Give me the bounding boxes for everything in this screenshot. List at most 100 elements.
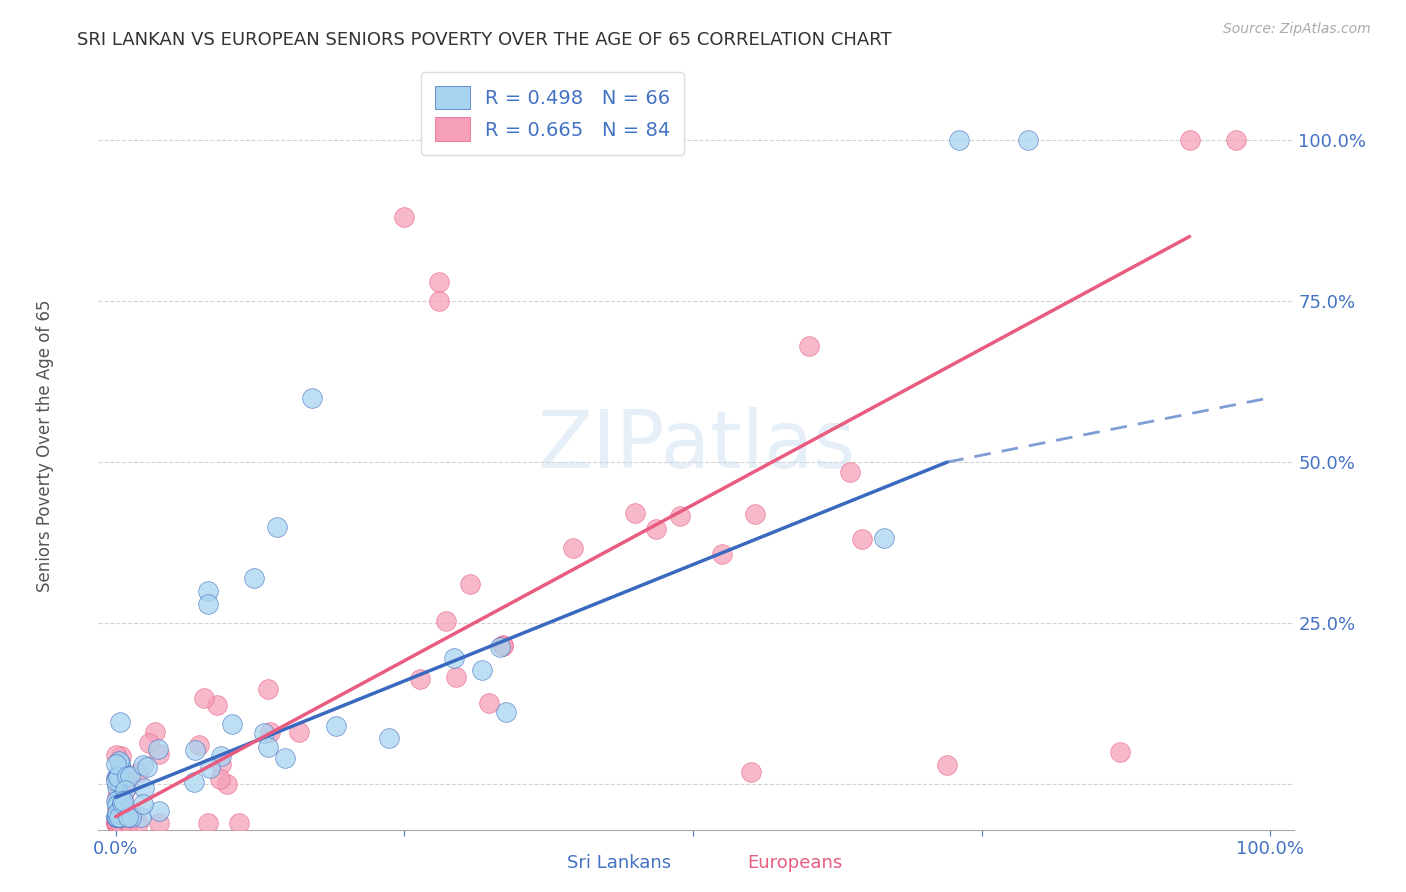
Point — [132, 758, 155, 772]
Text: Europeans: Europeans — [747, 855, 842, 872]
Point — [128, 764, 150, 779]
Point — [110, 810, 132, 824]
Point — [114, 783, 136, 797]
Point — [198, 761, 221, 775]
Point — [108, 810, 131, 824]
Point — [107, 768, 129, 782]
Point — [1017, 133, 1039, 147]
Point — [325, 719, 347, 733]
Point — [209, 757, 232, 772]
Point — [105, 805, 128, 820]
Point — [624, 506, 647, 520]
Point — [107, 785, 129, 799]
Point — [257, 740, 280, 755]
Point — [562, 541, 585, 555]
Point — [492, 638, 515, 652]
Point — [108, 805, 131, 820]
Point — [105, 801, 128, 815]
Point — [434, 614, 457, 628]
Point — [104, 810, 127, 824]
Point — [948, 133, 970, 147]
Point — [197, 584, 219, 599]
Point — [197, 597, 219, 611]
Point — [108, 799, 131, 814]
Point — [120, 810, 142, 824]
Point — [108, 714, 131, 729]
Point — [105, 816, 128, 830]
Point — [110, 748, 132, 763]
Point — [105, 816, 128, 830]
Point — [215, 777, 238, 791]
Point — [108, 792, 131, 806]
Point — [108, 816, 131, 830]
Point — [118, 808, 141, 822]
Point — [112, 789, 135, 804]
Point — [110, 816, 132, 830]
Point — [107, 770, 129, 784]
Point — [209, 748, 232, 763]
Point — [489, 640, 512, 655]
Point — [228, 816, 250, 830]
Point — [112, 794, 135, 808]
Text: ZIPatlas: ZIPatlas — [537, 407, 855, 485]
Point — [127, 816, 149, 830]
Point — [110, 805, 132, 819]
Legend: R = 0.498   N = 66, R = 0.665   N = 84: R = 0.498 N = 66, R = 0.665 N = 84 — [420, 72, 685, 154]
Point — [117, 769, 139, 783]
Point — [108, 816, 131, 830]
Point — [872, 531, 894, 545]
Point — [107, 802, 129, 816]
Point — [645, 523, 668, 537]
Point — [266, 519, 288, 533]
Point — [105, 794, 128, 808]
Point — [839, 465, 862, 479]
Point — [105, 770, 128, 784]
Point — [471, 663, 494, 677]
Point — [105, 757, 128, 772]
Point — [105, 747, 128, 762]
Point — [110, 805, 132, 820]
Point — [105, 816, 128, 830]
Point — [105, 816, 128, 830]
Point — [105, 816, 128, 830]
Point — [110, 789, 132, 803]
Point — [107, 797, 129, 812]
Point — [744, 507, 766, 521]
Point — [107, 780, 129, 794]
Point — [495, 705, 517, 719]
Point — [427, 275, 450, 289]
Text: SRI LANKAN VS EUROPEAN SENIORS POVERTY OVER THE AGE OF 65 CORRELATION CHART: SRI LANKAN VS EUROPEAN SENIORS POVERTY O… — [77, 31, 891, 49]
Point — [107, 775, 129, 789]
Point — [117, 810, 139, 824]
Point — [107, 816, 129, 830]
Point — [711, 548, 734, 562]
Point — [221, 716, 243, 731]
Point — [409, 673, 432, 687]
Point — [110, 791, 132, 805]
Point — [669, 509, 692, 524]
Point — [111, 801, 134, 815]
Point — [1178, 133, 1201, 147]
Point — [259, 725, 281, 739]
Point — [108, 754, 131, 768]
Point — [118, 816, 141, 830]
Point — [120, 769, 142, 783]
Point — [105, 810, 128, 824]
Point — [427, 293, 450, 308]
Point — [105, 772, 128, 786]
Text: Sri Lankans: Sri Lankans — [567, 855, 671, 872]
Point — [287, 725, 309, 739]
Point — [107, 773, 129, 788]
Point — [478, 696, 501, 710]
Point — [252, 726, 274, 740]
Point — [105, 816, 128, 830]
Point — [108, 816, 131, 830]
Point — [110, 763, 132, 777]
Point — [183, 775, 205, 789]
Point — [148, 747, 170, 761]
Point — [132, 781, 155, 796]
Point — [107, 816, 129, 830]
Point — [1225, 133, 1247, 147]
Point — [107, 802, 129, 816]
Point — [184, 743, 207, 757]
